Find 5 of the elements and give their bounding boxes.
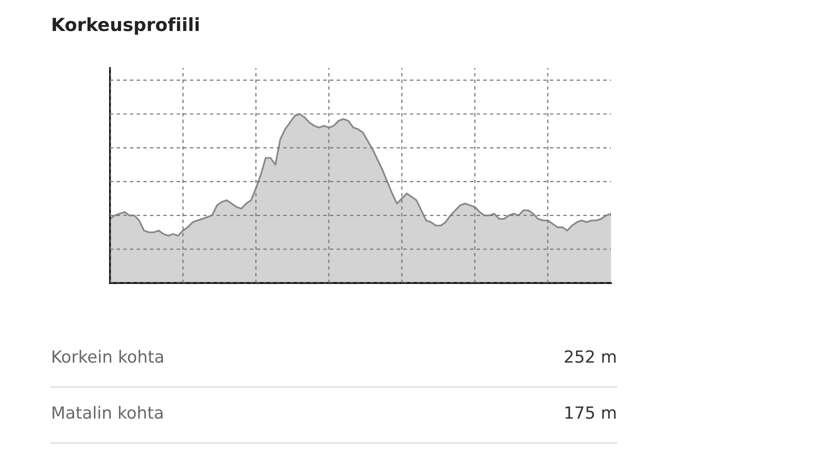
text: 175 m bbox=[565, 406, 616, 419]
chart-title: Korkeusprofiili bbox=[52, 17, 199, 35]
text: Korkein kohta bbox=[52, 350, 163, 363]
text: Matalin kohta bbox=[52, 406, 163, 419]
text: 252 m bbox=[564, 350, 616, 363]
